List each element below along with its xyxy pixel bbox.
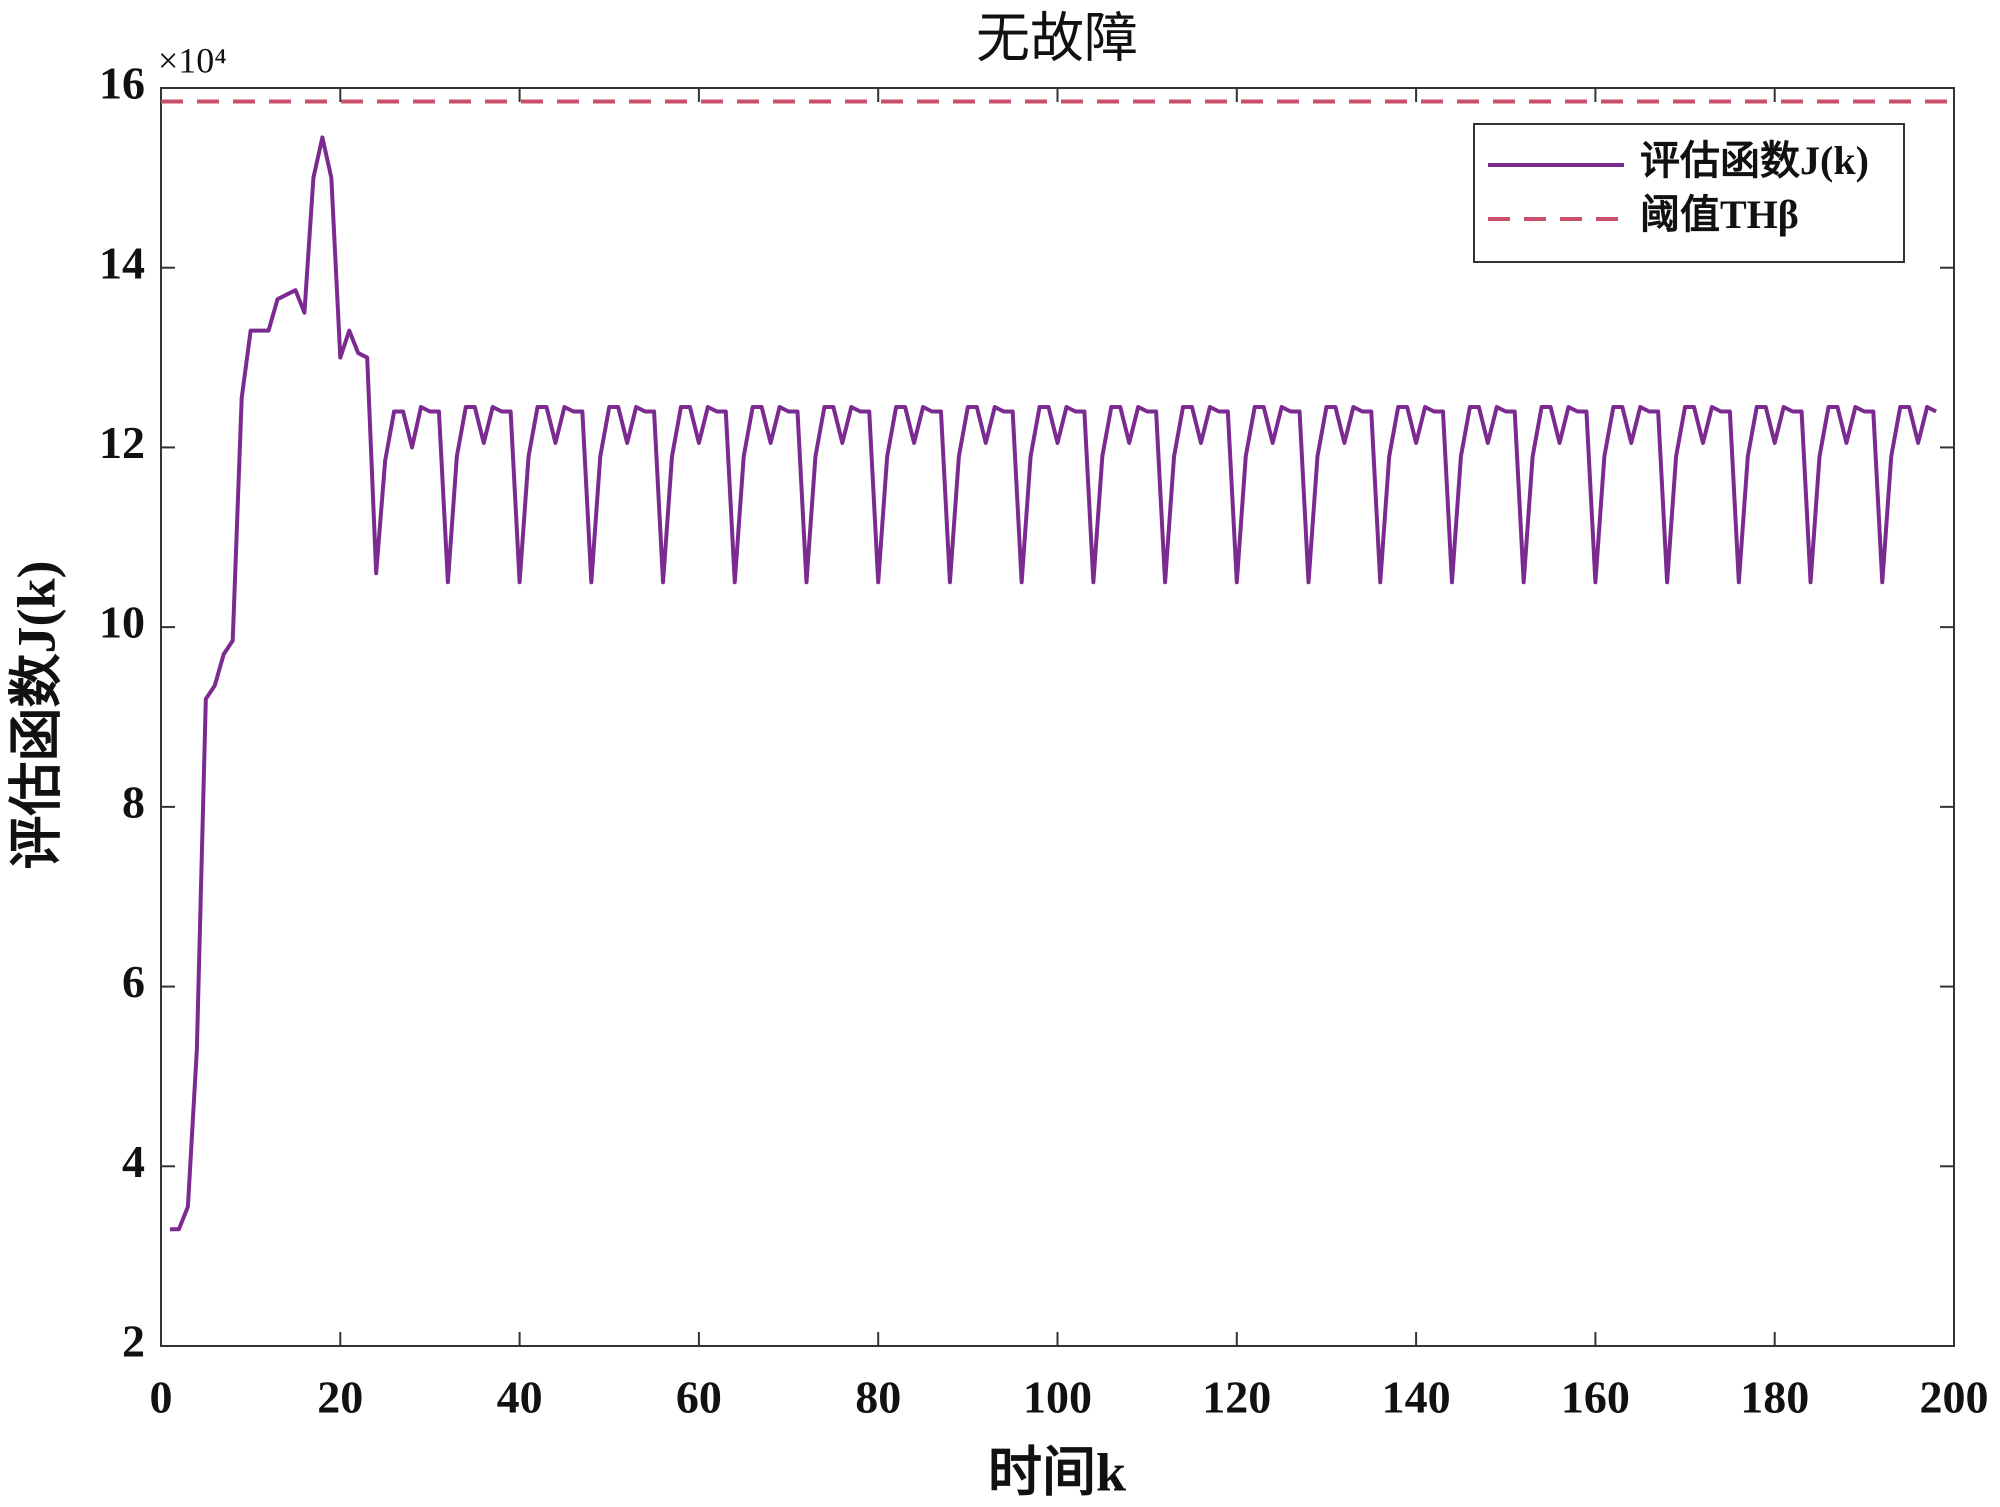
x-tick-label: 60 bbox=[676, 1372, 722, 1423]
x-tick-label: 180 bbox=[1740, 1372, 1809, 1423]
y-multiplier: ×10⁴ bbox=[158, 40, 227, 80]
x-tick-label: 0 bbox=[150, 1372, 173, 1423]
legend-box bbox=[1473, 123, 1905, 263]
x-tick-label: 140 bbox=[1382, 1372, 1451, 1423]
y-tick-label: 14 bbox=[99, 237, 145, 288]
x-tick-label: 20 bbox=[317, 1372, 363, 1423]
x-axis-label: 时间k bbox=[988, 1442, 1126, 1502]
chart-title: 无故障 bbox=[976, 8, 1138, 68]
x-tick-label: 100 bbox=[1023, 1372, 1092, 1423]
x-tick-label: 40 bbox=[497, 1372, 543, 1423]
x-tick-label: 200 bbox=[1920, 1372, 1989, 1423]
y-tick-label: 10 bbox=[99, 597, 145, 648]
legend-label: 阈值THβ bbox=[1640, 192, 1799, 237]
y-tick-label: 16 bbox=[99, 58, 145, 109]
x-tick-label: 120 bbox=[1202, 1372, 1271, 1423]
y-tick-label: 6 bbox=[122, 956, 145, 1007]
legend-label: 评估函数J(k) bbox=[1640, 138, 1869, 183]
x-tick-label: 80 bbox=[855, 1372, 901, 1423]
x-tick-label: 160 bbox=[1561, 1372, 1630, 1423]
y-axis-label: 评估函数J(k) bbox=[6, 561, 66, 870]
y-tick-label: 12 bbox=[99, 417, 145, 468]
series-line bbox=[169, 135, 1937, 1232]
y-tick-label: 4 bbox=[122, 1136, 145, 1187]
y-tick-label: 2 bbox=[122, 1316, 145, 1367]
legend: 评估函数J(k) 阈值THβ bbox=[1473, 123, 1905, 263]
y-tick-label: 8 bbox=[122, 776, 145, 827]
